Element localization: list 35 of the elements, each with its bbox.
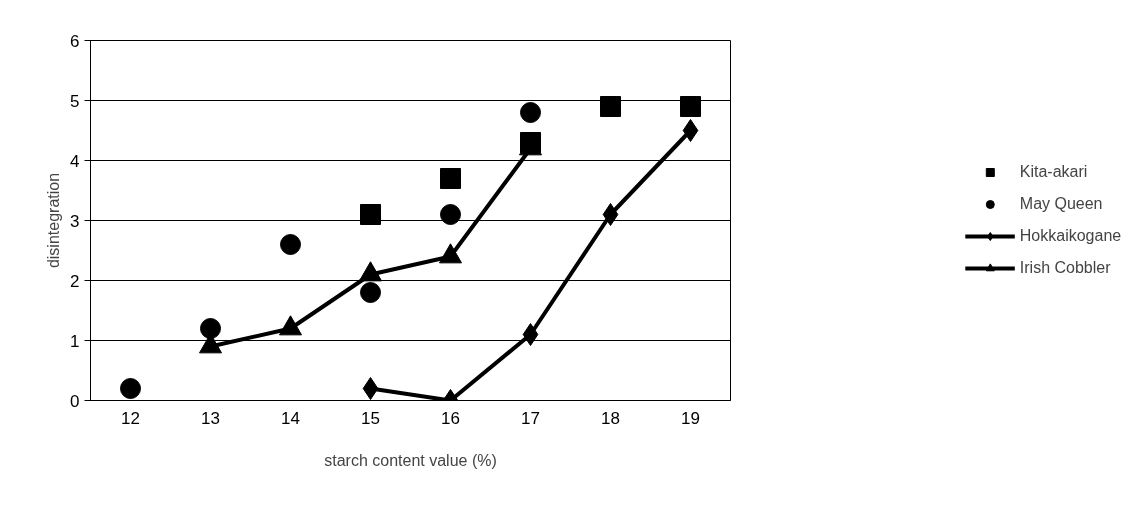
x-tick-label: 13 bbox=[201, 408, 220, 428]
x-tick-label: 12 bbox=[121, 408, 140, 428]
y-tick-label: 4 bbox=[70, 151, 80, 171]
point bbox=[120, 378, 141, 399]
x-tick-label: 14 bbox=[281, 408, 300, 428]
y-tick-label: 5 bbox=[70, 91, 80, 111]
x-tick-label: 16 bbox=[441, 408, 460, 428]
point bbox=[600, 96, 621, 117]
point bbox=[440, 168, 461, 189]
x-tick-label: 15 bbox=[361, 408, 380, 428]
legend-label: May Queen bbox=[1019, 195, 1103, 213]
point bbox=[200, 318, 221, 339]
point bbox=[520, 102, 541, 123]
point bbox=[362, 377, 379, 400]
y-tick-label: 1 bbox=[70, 331, 80, 351]
point bbox=[360, 204, 381, 225]
point bbox=[280, 234, 301, 255]
y-tick-label: 6 bbox=[70, 31, 80, 51]
x-tick-label: 19 bbox=[681, 408, 700, 428]
x-tick-label: 17 bbox=[521, 408, 540, 428]
point bbox=[682, 119, 699, 142]
y-axis-title: disintegration bbox=[45, 172, 63, 269]
legend-label: Irish Cobbler bbox=[1019, 259, 1111, 277]
legend-label: Kita-akari bbox=[1019, 163, 1088, 181]
legend-label: Hokkaikogane bbox=[1019, 227, 1122, 245]
point bbox=[440, 204, 461, 225]
point bbox=[680, 96, 701, 117]
x-axis-title: starch content value (%) bbox=[324, 451, 497, 469]
point bbox=[360, 282, 381, 303]
y-tick-label: 3 bbox=[70, 211, 80, 231]
y-tick-label: 2 bbox=[70, 271, 80, 291]
x-tick-label: 18 bbox=[601, 408, 620, 428]
point bbox=[602, 203, 619, 226]
y-tick-label: 0 bbox=[70, 391, 80, 411]
point bbox=[522, 323, 539, 346]
